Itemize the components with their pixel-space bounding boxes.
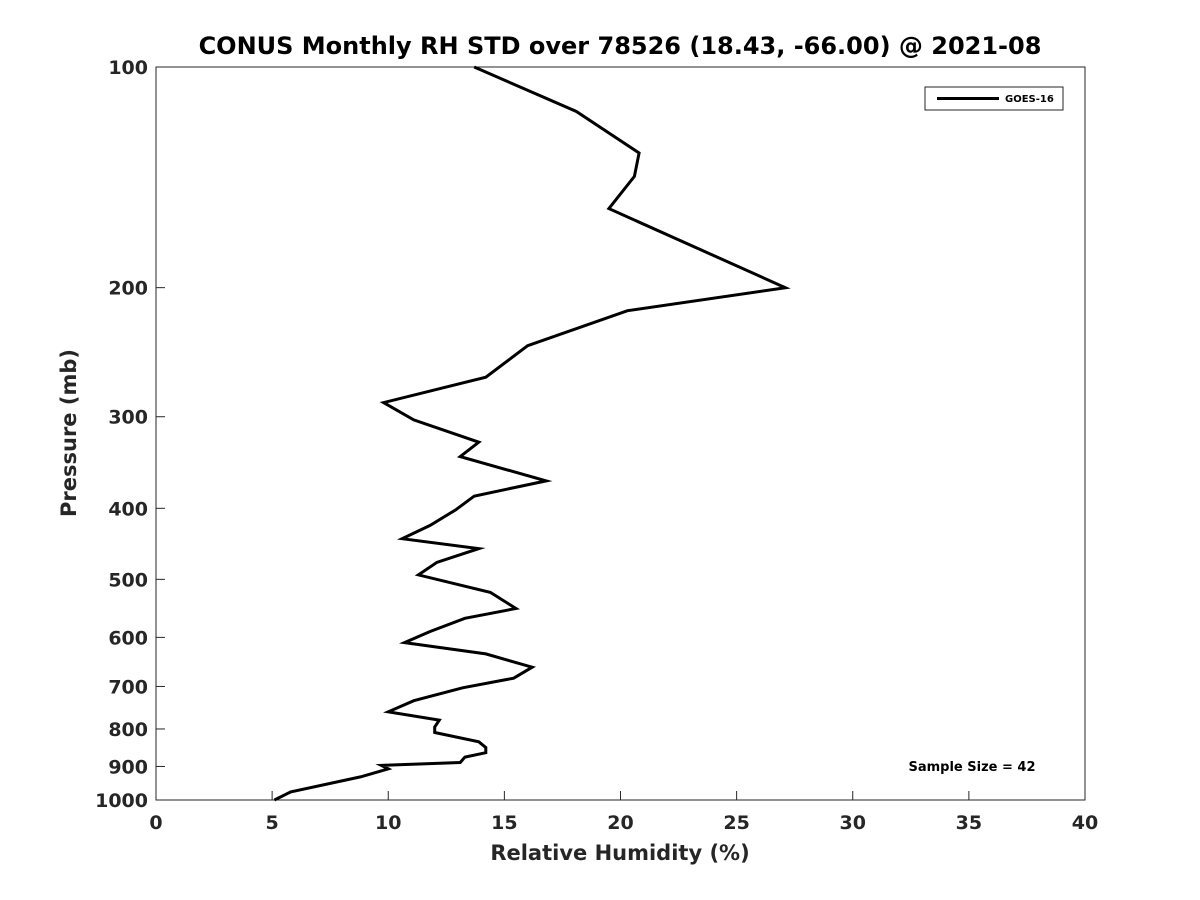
legend-label: GOES-16 bbox=[1005, 94, 1054, 105]
x-tick-label: 10 bbox=[375, 812, 401, 834]
series-group bbox=[273, 65, 791, 802]
x-tick-label: 20 bbox=[607, 812, 633, 834]
y-tick-label: 800 bbox=[108, 719, 148, 741]
y-axis: 100 200 300 400 500 600 700 800 900 1000 bbox=[95, 57, 165, 812]
x-tick-label: 35 bbox=[956, 812, 982, 834]
x-tick-label: 0 bbox=[149, 812, 162, 834]
x-tick-label: 15 bbox=[491, 812, 517, 834]
y-tick-label: 400 bbox=[108, 498, 148, 520]
x-axis: 0 5 10 15 20 25 30 35 40 bbox=[149, 791, 1098, 834]
plot-frame bbox=[155, 66, 1086, 801]
x-tick-label: 30 bbox=[840, 812, 866, 834]
x-tick-label: 40 bbox=[1072, 812, 1098, 834]
y-axis-label: Pressure (mb) bbox=[57, 349, 81, 517]
y-tick-label: 200 bbox=[108, 278, 148, 300]
y-tick-label: 600 bbox=[108, 627, 148, 649]
y-tick-label: 100 bbox=[108, 57, 148, 79]
x-axis-label: Relative Humidity (%) bbox=[490, 841, 749, 865]
y-tick-label: 700 bbox=[108, 676, 148, 698]
sample-size-annotation: Sample Size = 42 bbox=[908, 760, 1035, 775]
legend: GOES-16 bbox=[924, 86, 1064, 111]
y-tick-label: 500 bbox=[108, 569, 148, 591]
y-tick-label: 300 bbox=[108, 407, 148, 429]
y-tick-label: 1000 bbox=[95, 790, 148, 812]
x-tick-label: 25 bbox=[723, 812, 749, 834]
x-tick-label: 5 bbox=[266, 812, 279, 834]
y-tick-label: 900 bbox=[108, 756, 148, 778]
chart-title: CONUS Monthly RH STD over 78526 (18.43, … bbox=[199, 32, 1042, 60]
series-line-goes-16 bbox=[273, 65, 791, 802]
